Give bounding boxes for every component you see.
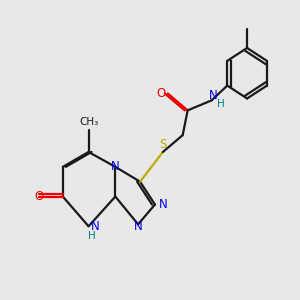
Text: H: H bbox=[88, 231, 95, 241]
Text: N: N bbox=[91, 220, 100, 233]
Text: N: N bbox=[209, 89, 218, 102]
Text: O: O bbox=[156, 87, 166, 100]
Text: O: O bbox=[34, 190, 44, 203]
Text: CH₃: CH₃ bbox=[79, 117, 98, 127]
Text: N: N bbox=[111, 160, 120, 173]
Text: S: S bbox=[159, 138, 167, 151]
Text: N: N bbox=[134, 220, 142, 233]
Text: H: H bbox=[218, 99, 225, 110]
Text: N: N bbox=[158, 198, 167, 211]
